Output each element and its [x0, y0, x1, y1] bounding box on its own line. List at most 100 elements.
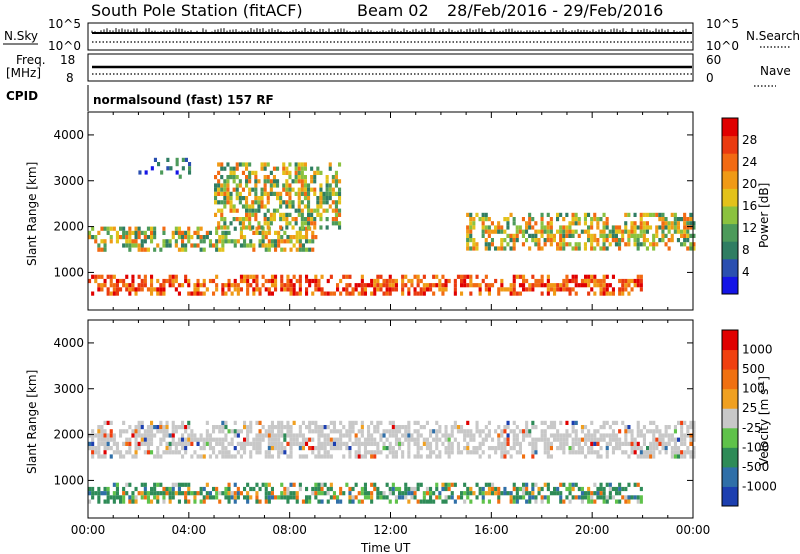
echo-cell — [301, 437, 305, 442]
echo-cell — [444, 283, 448, 288]
echo-cell — [187, 239, 191, 244]
echo-cell — [248, 204, 252, 209]
echo-cell — [686, 238, 690, 243]
echo-cell — [310, 217, 314, 222]
echo-cell — [686, 229, 690, 234]
echo-cell — [320, 454, 324, 459]
echo-cell — [246, 437, 250, 442]
echo-cell — [642, 454, 646, 459]
echo-cell — [272, 191, 276, 196]
echo-cell — [611, 450, 615, 455]
echo-cell — [615, 433, 619, 438]
echo-cell — [332, 429, 336, 434]
echo-cell — [382, 278, 386, 284]
echo-cell — [215, 230, 219, 235]
echo-cell — [636, 274, 640, 279]
echo-cell — [413, 486, 417, 492]
echo-cell — [429, 491, 433, 496]
echo-cell — [280, 433, 284, 438]
echo-cell — [235, 208, 239, 213]
colorbar-frame — [721, 117, 739, 295]
echo-cell — [267, 278, 271, 284]
echo-cell — [611, 287, 615, 292]
echo-cell — [289, 235, 293, 240]
echo-cell — [184, 499, 188, 504]
echo-cell — [336, 429, 340, 434]
echo-cell — [463, 283, 467, 288]
echo-cell — [332, 491, 336, 496]
echo-cell — [322, 191, 326, 196]
echo-cell — [435, 454, 439, 459]
echo-cell — [577, 450, 581, 455]
y-tick-label: 1000 — [53, 473, 84, 487]
echo-cell — [602, 225, 606, 230]
echo-cell — [258, 291, 262, 296]
echo-cell — [125, 287, 129, 292]
echo-cell — [263, 204, 267, 209]
echo-cell — [295, 230, 299, 235]
echo-cell — [137, 491, 141, 496]
echo-cell — [307, 191, 311, 196]
echo-cell — [249, 454, 253, 459]
echo-cell — [243, 495, 247, 500]
echo-cell — [181, 491, 185, 496]
echo-cell — [618, 499, 622, 504]
echo-cell — [266, 191, 270, 196]
echo-cell — [258, 230, 262, 235]
echo-cell — [297, 200, 301, 205]
echo-cell — [556, 433, 560, 438]
echo-cell — [305, 437, 309, 442]
echo-cell — [636, 246, 640, 251]
echo-cell — [236, 433, 240, 438]
echo-cell — [295, 491, 299, 496]
echo-cell — [490, 242, 494, 247]
echo-cell — [261, 239, 265, 244]
echo-cell — [624, 441, 628, 446]
echo-cell — [543, 446, 547, 451]
echo-cell — [272, 212, 276, 217]
echo-cell — [184, 247, 188, 252]
echo-cell — [146, 235, 150, 240]
echo-cell — [224, 446, 228, 451]
echo-cell — [301, 235, 305, 240]
echo-cell — [385, 454, 389, 459]
echo-cell — [288, 175, 292, 180]
y-tick-label: 4000 — [53, 128, 84, 142]
echo-cell — [339, 486, 343, 492]
echo-cell — [171, 274, 175, 279]
echo-cell — [193, 291, 197, 296]
echo-cell — [583, 221, 587, 226]
echo-cell — [531, 233, 535, 238]
echo-cell — [469, 283, 473, 288]
echo-cell — [441, 499, 445, 504]
echo-cell — [218, 491, 222, 496]
echo-cell — [248, 179, 252, 184]
echo-cell — [463, 429, 467, 434]
echo-cell — [329, 437, 333, 442]
echo-cell — [122, 441, 126, 446]
echo-cell — [549, 433, 553, 438]
echo-cell — [614, 242, 618, 247]
echo-cell — [618, 225, 622, 230]
echo-cell — [661, 446, 665, 451]
echo-cell — [122, 491, 126, 496]
echo-cell — [553, 420, 557, 425]
echo-cell — [131, 243, 135, 248]
echo-cell — [245, 179, 249, 184]
echo-cell — [667, 437, 671, 442]
echo-cell — [438, 287, 442, 292]
echo-cell — [407, 486, 411, 492]
echo-cell — [441, 287, 445, 292]
echo-cell — [391, 287, 395, 292]
echo-cell — [270, 441, 274, 446]
echo-cell — [630, 441, 634, 446]
echo-cell — [469, 491, 473, 496]
echo-cell — [196, 437, 200, 442]
echo-cell — [276, 196, 280, 201]
echo-cell — [246, 274, 250, 279]
echo-cell — [270, 274, 274, 279]
echo-cell — [175, 170, 179, 175]
echo-cell — [404, 437, 408, 442]
echo-cell — [212, 429, 216, 434]
echo-cell — [100, 437, 104, 442]
